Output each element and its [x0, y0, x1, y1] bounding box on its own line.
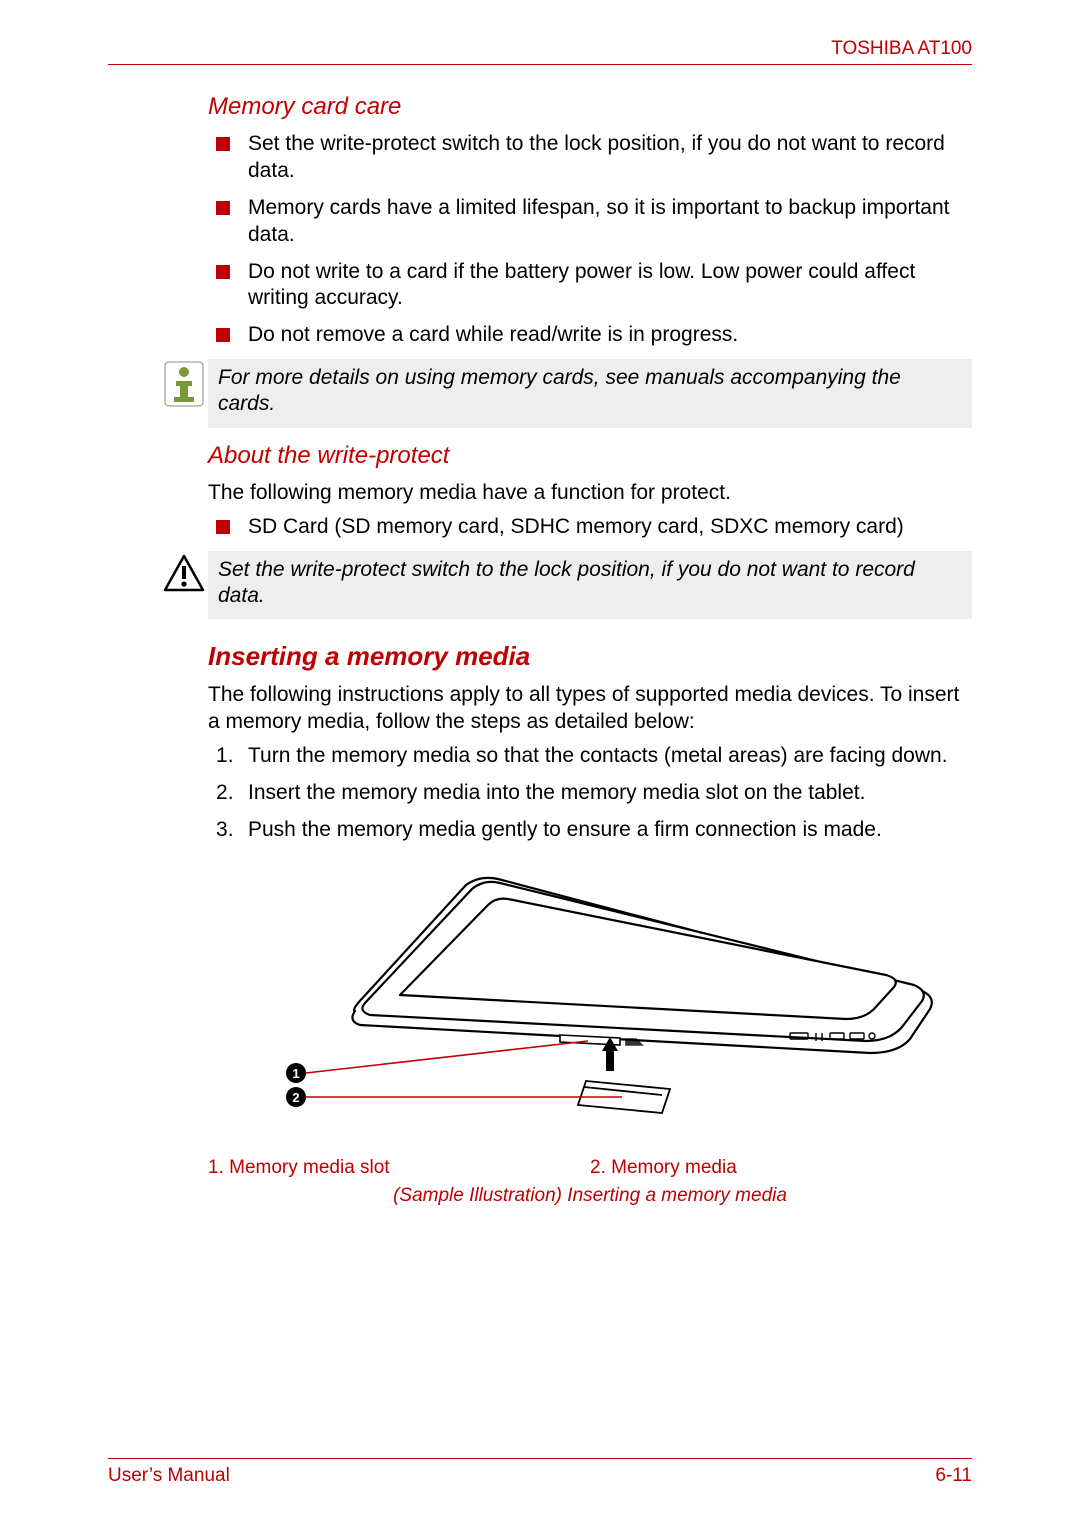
- footer-rule: [108, 1458, 972, 1459]
- legend-item: 2. Memory media: [590, 1157, 972, 1179]
- footer-right: 6-11: [935, 1465, 972, 1487]
- list-item: Set the write-protect switch to the lock…: [208, 131, 972, 185]
- heading-memory-card-care: Memory card care: [208, 93, 972, 121]
- info-note: For more details on using memory cards, …: [160, 359, 972, 428]
- list-item: Memory cards have a limited lifespan, so…: [208, 195, 972, 249]
- page-footer: User’s Manual 6-11: [108, 1458, 972, 1487]
- warning-note-text: Set the write-protect switch to the lock…: [208, 551, 972, 620]
- footer-left: User’s Manual: [108, 1465, 230, 1487]
- list-item: Insert the memory media into the memory …: [208, 780, 972, 807]
- header-rule: [108, 64, 972, 65]
- legend-item: 1. Memory media slot: [208, 1157, 590, 1179]
- ordered-list-inserting: Turn the memory media so that the contac…: [208, 743, 972, 844]
- figure-legend: 1. Memory media slot 2. Memory media: [208, 1157, 972, 1179]
- list-item: Do not write to a card if the battery po…: [208, 259, 972, 313]
- warning-icon: [160, 551, 208, 593]
- list-item: Turn the memory media so that the contac…: [208, 743, 972, 770]
- page: TOSHIBA AT100 Memory card care Set the w…: [0, 0, 1080, 1529]
- body-text: The following memory media have a functi…: [208, 480, 972, 506]
- content-area: Memory card care Set the write-protect s…: [108, 93, 972, 1207]
- info-note-text: For more details on using memory cards, …: [208, 359, 972, 428]
- list-item: Do not remove a card while read/write is…: [208, 322, 972, 349]
- heading-inserting: Inserting a memory media: [208, 641, 972, 672]
- info-icon: [160, 359, 208, 407]
- callout-1: 1: [292, 1066, 299, 1081]
- figure-caption: (Sample Illustration) Inserting a memory…: [208, 1185, 972, 1207]
- body-text: The following instructions apply to all …: [208, 682, 972, 735]
- callout-2: 2: [292, 1090, 299, 1105]
- tablet-illustration: 1 2: [230, 863, 950, 1143]
- bullet-list-memory-card-care: Set the write-protect switch to the lock…: [208, 131, 972, 349]
- list-item: SD Card (SD memory card, SDHC memory car…: [208, 514, 972, 541]
- warning-note: Set the write-protect switch to the lock…: [160, 551, 972, 620]
- figure-inserting-memory: 1 2 1. Memory media slot 2. Memory media…: [208, 863, 972, 1207]
- header-product: TOSHIBA AT100: [108, 38, 972, 60]
- heading-write-protect: About the write-protect: [208, 442, 972, 470]
- bullet-list-write-protect: SD Card (SD memory card, SDHC memory car…: [208, 514, 972, 541]
- list-item: Push the memory media gently to ensure a…: [208, 817, 972, 844]
